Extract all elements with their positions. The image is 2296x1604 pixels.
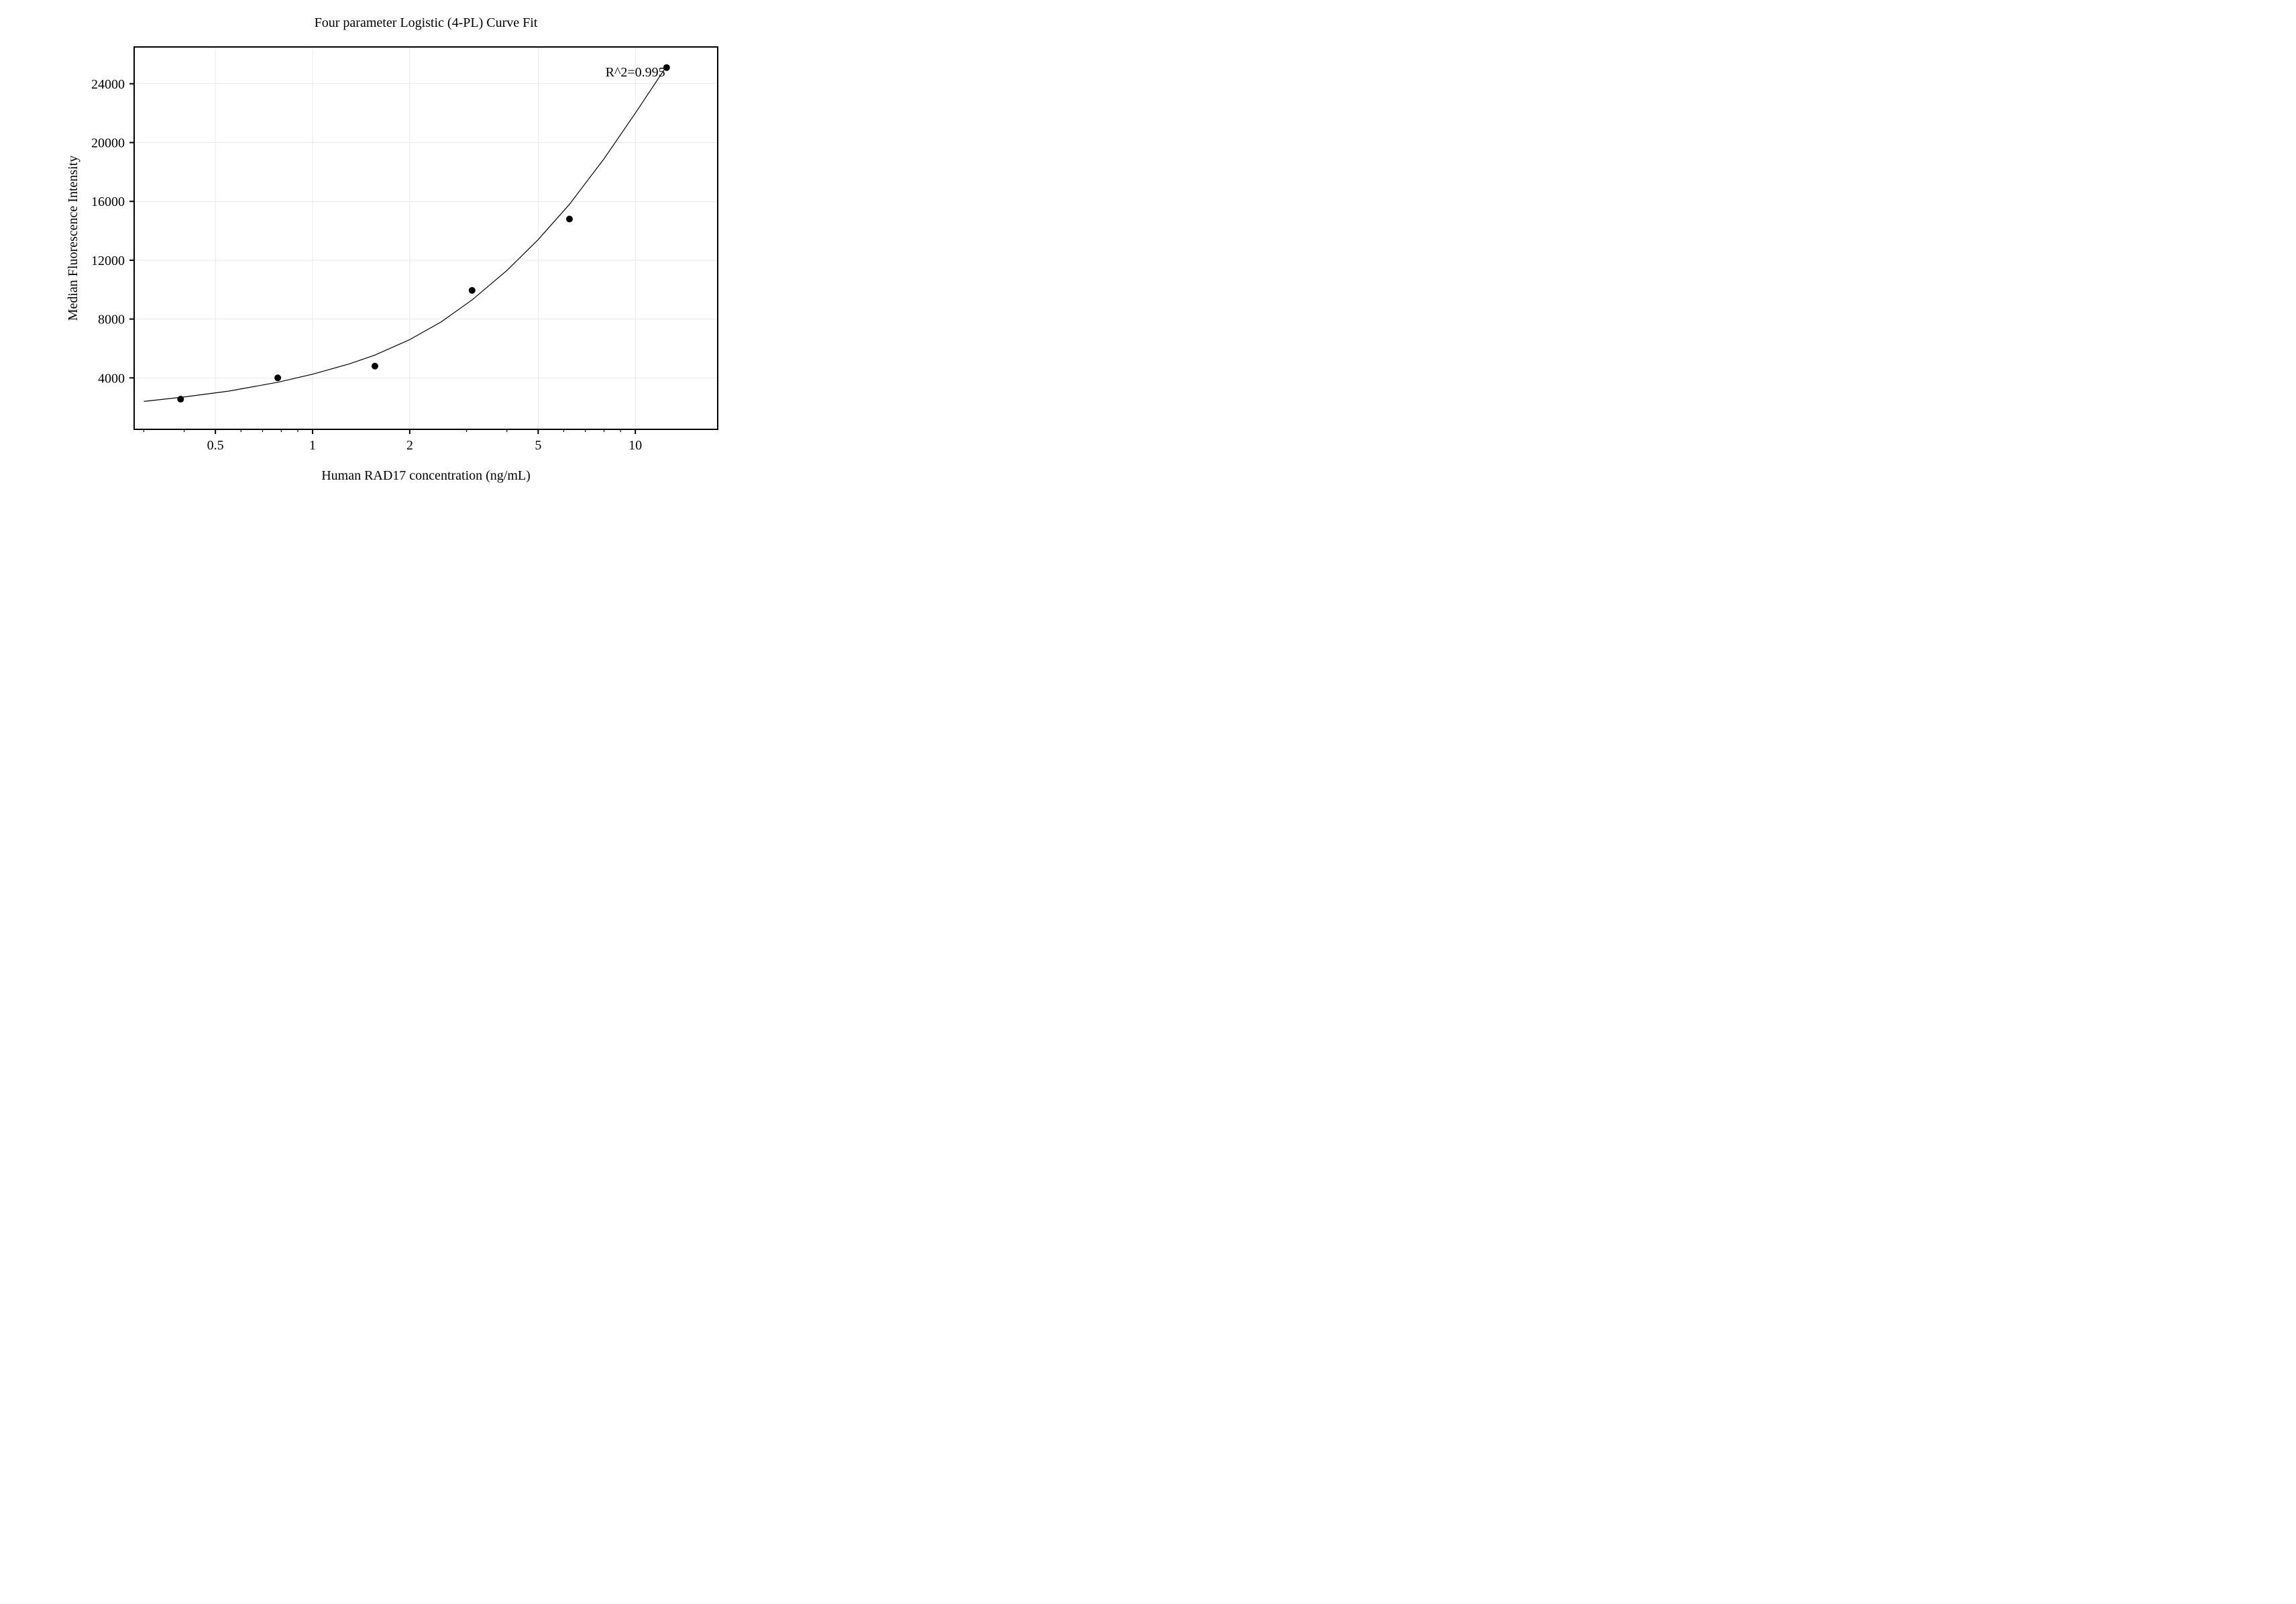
x-tick-label: 2: [406, 438, 413, 453]
x-tick-label: 1: [309, 438, 316, 453]
y-tick-label: 8000: [98, 313, 125, 327]
x-tick-label: 0.5: [207, 438, 224, 453]
chart-svg: 0.5 1 2 5 10 4000 8000 12000 16000 20000 24000 Four…: [0, 0, 765, 535]
y-tick-label: 24000: [91, 77, 125, 92]
y-tick-label: 4000: [98, 371, 125, 386]
data-point: [274, 374, 281, 381]
x-tick-label: 5: [535, 438, 541, 453]
y-tick-label: 12000: [91, 254, 125, 268]
x-axis-label: Human RAD17 concentration (ng/mL): [321, 468, 531, 483]
data-point: [372, 363, 378, 370]
y-axis-label: Median Fluorescence Intensity: [66, 156, 80, 321]
data-point: [469, 287, 476, 294]
y-tick-label: 16000: [91, 195, 125, 209]
chart-title: Four parameter Logistic (4-PL) Curve Fit: [315, 15, 538, 30]
y-tick-label: 20000: [91, 136, 125, 151]
x-tick-label: 10: [628, 438, 642, 453]
data-point: [566, 216, 573, 223]
data-point: [177, 396, 184, 403]
chart-container: 0.5 1 2 5 10 4000 8000 12000 16000 20000 24000 Four…: [0, 0, 765, 535]
r-squared-annotation: R^2=0.995: [606, 65, 665, 80]
